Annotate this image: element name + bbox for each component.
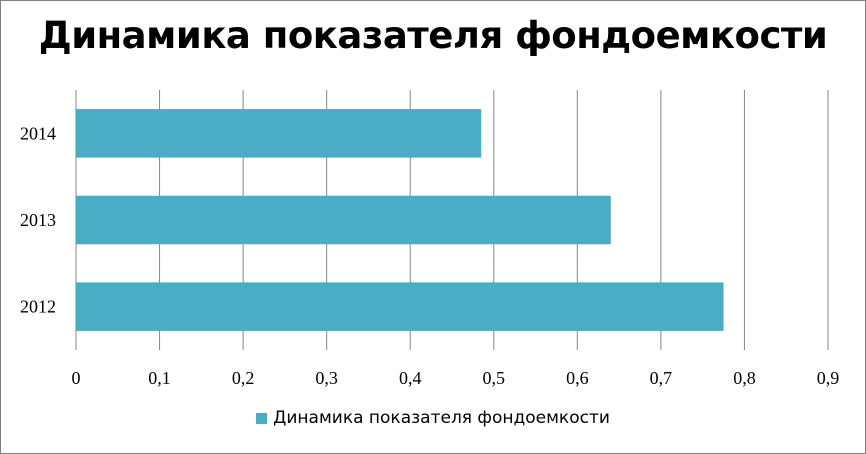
bar-2012 <box>76 282 724 331</box>
x-tick-label: 0,9 <box>817 368 840 388</box>
legend: Динамика показателя фондоемкости <box>0 408 866 428</box>
x-tick-label: 0,8 <box>733 368 756 388</box>
x-tick-label: 0,6 <box>566 368 589 388</box>
y-category-label: 2013 <box>20 210 56 230</box>
x-tick-label: 0,7 <box>650 368 673 388</box>
x-tick-label: 0,2 <box>232 368 255 388</box>
bar-2014 <box>76 109 482 158</box>
x-tick-label: 0 <box>72 368 81 388</box>
x-tick-label: 0,4 <box>399 368 422 388</box>
x-tick-label: 0,3 <box>315 368 338 388</box>
x-tick-label: 0,1 <box>148 368 171 388</box>
legend-swatch <box>256 412 268 424</box>
bar-2013 <box>76 195 611 245</box>
x-tick-label: 0,5 <box>483 368 506 388</box>
y-category-label: 2012 <box>20 297 56 317</box>
y-category-label: 2014 <box>20 123 56 143</box>
chart-title: Динамика показателя фондоемкости <box>38 14 828 57</box>
legend-label: Динамика показателя фондоемкости <box>273 408 610 428</box>
